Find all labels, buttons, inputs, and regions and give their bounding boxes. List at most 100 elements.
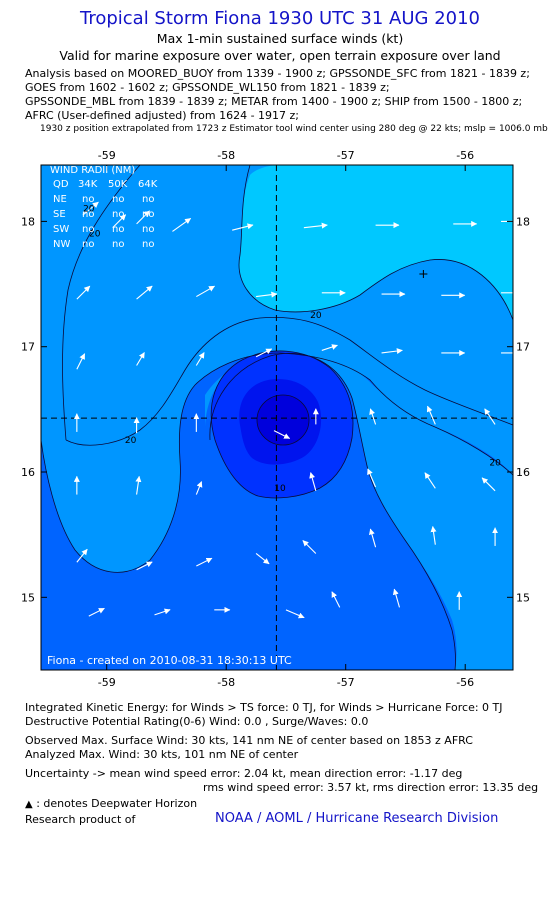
wind-radii-cell: NW [53,239,70,250]
wind-arrow [136,210,150,225]
analysis-line: GPSSONDE_MBL from 1839 - 1839 z; METAR f… [25,95,523,108]
wind-map: 20 20 20 20 20 10 -59 -59 -58 -58 -57 -57 -56 -56 15 15… [21,149,530,689]
wind-arrow [136,561,153,571]
wind-arrow [88,607,105,617]
wind-radii-cell: SE [53,209,66,220]
noaa-link[interactable]: NOAA / AOML / Hurricane Research Divisio… [215,811,499,826]
wind-arrow [424,472,436,489]
contour-label: 10 [274,484,286,494]
wind-arrow [369,528,377,548]
wind-arrow [369,408,377,425]
field-mid-high-band [62,165,513,446]
contour-label: 20 [310,311,322,321]
x-tick-label: -58 [217,149,235,162]
wind-arrow [172,217,192,232]
wind-radii-cell: no [82,239,94,250]
position-note: 1930 z position extrapolated from 1723 z… [40,124,548,134]
contour-label: 20 [489,459,501,469]
wind-arrow [273,430,291,439]
plot-frame [40,164,514,671]
wind-arrow [112,214,127,229]
y-tick-label: 18 [21,215,35,228]
wind-arrow [195,352,205,366]
wind-radii-cell: no [112,224,124,235]
y-tick-label: 17 [516,341,530,354]
y-tick-label: 17 [21,341,35,354]
contour-line [238,165,513,321]
contour-label: 20 [89,229,101,239]
wind-arrow [381,348,403,355]
wind-radii-cell: no [82,209,94,220]
wind-radii-table: WIND RADII (NM) QD 34K 50K 64K NE no no … [50,165,158,250]
research-label: Research product of [25,813,136,826]
y-tick-label: 16 [21,466,35,479]
wind-arrow [195,481,203,495]
wind-radii-header: 50K [108,179,128,190]
contour-line [62,165,141,441]
wind-arrow [135,475,142,495]
wind-radii-cell: no [112,239,124,250]
wind-arrow [302,540,317,554]
x-tick-label: -59 [98,676,116,689]
y-tick-label: 18 [516,215,530,228]
wind-arrow [136,285,153,300]
wind-arrow [76,548,88,563]
chart-title: Tropical Storm Fiona 1930 UTC 31 AUG 201… [79,8,481,29]
wind-arrow [321,344,338,351]
wind-radii-cell: no [142,209,154,220]
wind-arrow [303,222,328,229]
wind-radii-cell: NE [53,194,67,205]
contour-label: 20 [83,204,95,214]
wind-radii-cell: SW [53,224,69,235]
wind-arrow [285,609,305,619]
wind-arrow [76,285,91,300]
wind-arrow [255,348,273,358]
wind-arrow [136,352,145,366]
contour-label: 20 [125,436,137,446]
wind-arrow [256,291,278,298]
analysis-line: GOES from 1602 - 1602 z; GPSSONDE_WL150 … [25,81,390,94]
contour-lines [41,165,513,670]
field-high-wind [239,165,513,320]
x-tick-label: -57 [337,676,355,689]
contour-line [209,352,456,670]
wind-radii-cell: no [82,224,94,235]
wind-arrow [309,472,317,491]
chart-overlay: 20 20 20 20 20 10 -59 -59 -58 -58 -57 -57 -56 -56 15 15… [21,149,530,689]
wind-arrow [82,201,99,216]
deepwater-label: : denotes Deepwater Horizon [36,797,198,810]
field-center [257,395,309,445]
wind-arrow [367,468,377,488]
wind-arrow [426,405,436,425]
wind-arrow [392,588,401,608]
wind-arrow [331,591,341,608]
ike-line: Integrated Kinetic Energy: for Winds > T… [25,701,503,714]
deepwater-icon: ▲ [25,799,33,810]
wind-radii-cell: no [142,194,154,205]
field-east-band [205,352,513,670]
wind-arrow [196,285,215,298]
wind-arrow [196,557,213,567]
wind-radii-cell: no [142,224,154,235]
chart-subtitle: Max 1-min sustained surface winds (kt) [156,31,404,46]
contour-line [65,317,513,446]
x-tick-label: -56 [456,149,474,162]
analyzed-max-wind: Analyzed Max. Wind: 30 kts, 101 nm NE of… [25,748,299,761]
x-tick-label: -59 [98,149,116,162]
wind-radii-header: 34K [78,179,98,190]
wind-arrow [430,525,437,545]
contour-line [210,350,354,499]
observed-max-wind: Observed Max. Surface Wind: 30 kts, 141 … [25,734,473,747]
wind-radii-cell: no [112,209,124,220]
wind-radii-cell: no [142,239,154,250]
wind-arrow [481,477,496,492]
contour-field [41,165,513,670]
wind-radii-header: QD [53,179,69,190]
wind-arrow [255,553,270,565]
validity-note: Valid for marine exposure over water, op… [59,48,501,63]
contour-line [256,394,310,446]
wind-radii-cell: no [112,194,124,205]
dpr-line: Destructive Potential Rating(0-6) Wind: … [25,715,369,728]
x-tick-label: -57 [337,149,355,162]
plus-marker [419,270,428,279]
